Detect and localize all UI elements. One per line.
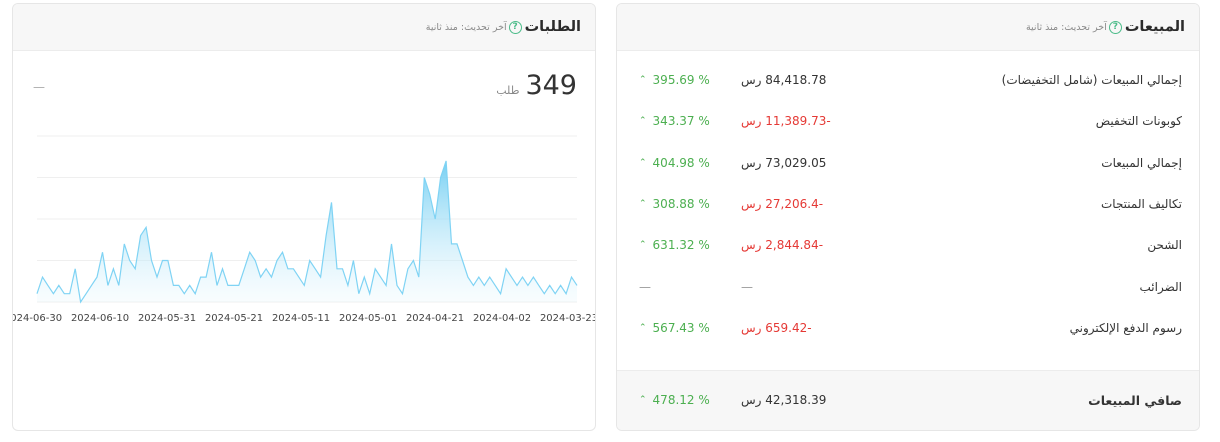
x-tick-label: 2024-06-10 — [71, 313, 129, 324]
sales-row-value: 84,418.78 رس — [741, 73, 827, 87]
orders-total: 349 طلب — [496, 70, 577, 101]
sales-row: إجمالي المبيعات 73,029.05 رس ⌃ 404.98 % — [617, 144, 1199, 185]
sales-row-label: الضرائب — [1139, 279, 1182, 294]
x-tick-label: 2024-05-01 — [339, 313, 397, 324]
net-sales-percent-text: 478.12 % — [652, 393, 710, 407]
x-tick-label: 2024-05-11 — [272, 313, 330, 324]
net-sales-label: صافي المبيعات — [1088, 393, 1182, 408]
chevron-up-icon: ⌃ — [639, 75, 647, 85]
sales-row-percent-text: — — [639, 279, 651, 294]
sales-header: المبيعات ? آخر تحديث: منذ ثانية — [617, 4, 1199, 51]
sales-row-percent-text: 567.43 % — [652, 320, 710, 335]
x-tick-label: 2024-06-30 — [13, 313, 62, 324]
x-tick-label: 2024-05-21 — [205, 313, 263, 324]
sales-row: الضرائب — — — [617, 268, 1199, 309]
chart-area-layer — [36, 160, 578, 304]
orders-card: الطلبات ? آخر تحديث: منذ ثانية 349 طلب —… — [12, 3, 596, 431]
sales-row-value: -659.42 رس — [741, 320, 812, 335]
sales-row-label: إجمالي المبيعات (شامل التخفيضات) — [1001, 73, 1182, 87]
sales-row-percent: ⌃ 343.37 % — [639, 114, 729, 128]
orders-area-chart: 2024-06-30 2024-06-10 2024-05-31 2024-05-21… — [13, 135, 596, 324]
sales-row-percent-text: 631.32 % — [652, 238, 710, 253]
chevron-up-icon: ⌃ — [639, 116, 647, 127]
sales-row-value: -2,844.84 رس — [741, 238, 824, 253]
chevron-up-icon: ⌃ — [639, 198, 647, 209]
sales-row-percent-text: 404.98 % — [652, 155, 710, 170]
orders-total-number: 349 — [525, 70, 577, 101]
sales-row-percent: ⌃ 308.88 % — [639, 197, 729, 211]
chevron-up-icon: ⌃ — [639, 157, 647, 168]
x-tick-label: 2024-03-23 — [540, 313, 596, 324]
sales-last-update: آخر تحديث: منذ ثانية — [1025, 21, 1107, 33]
sales-row-percent-text: 308.88 % — [652, 196, 710, 211]
sales-row-label: رسوم الدفع الإلكتروني — [1069, 320, 1182, 335]
orders-area-fill — [37, 160, 577, 302]
sales-row-label: الشحن — [1147, 238, 1182, 253]
x-tick-label: 2024-04-02 — [473, 313, 531, 324]
net-sales-percent: ⌃ 478.12 % — [639, 393, 729, 407]
chart-x-ticks: 2024-06-30 2024-06-10 2024-05-31 2024-05-21… — [13, 313, 596, 324]
chevron-up-icon: ⌃ — [639, 322, 647, 333]
sales-row-percent: ⌃ 631.32 % — [639, 238, 729, 252]
sales-row-label: كوبونات التخفيض — [1095, 114, 1182, 129]
sales-row-value: -11,389.73 رس — [741, 114, 831, 129]
sales-row-percent: — — [639, 280, 729, 294]
x-tick-label: 2024-04-21 — [406, 313, 464, 324]
sales-row: رسوم الدفع الإلكتروني -659.42 رس ⌃ 567.43 % — [617, 309, 1199, 350]
orders-series-line — [36, 160, 578, 304]
help-icon[interactable]: ? — [1108, 20, 1122, 34]
sales-row-value: — — [741, 279, 753, 294]
sales-row-value: -27,206.4 رس — [741, 196, 824, 211]
sales-card: المبيعات ? آخر تحديث: منذ ثانية إجمالي ا… — [616, 3, 1200, 431]
sales-row-value: 73,029.05 رس — [741, 155, 827, 170]
sales-row: الشحن -2,844.84 رس ⌃ 631.32 % — [617, 226, 1199, 267]
sales-row-percent: ⌃ 395.69 % — [639, 73, 729, 87]
sales-row-percent: ⌃ 567.43 % — [639, 321, 729, 335]
sales-row-label: تكاليف المنتجات — [1100, 196, 1182, 211]
net-sales-value: 42,318.39 رس — [741, 393, 827, 407]
sales-row-percent-text: 343.37 % — [652, 114, 710, 129]
chevron-up-icon: ⌃ — [639, 240, 647, 251]
net-sales-row: صافي المبيعات 42,318.39 رس ⌃ 478.12 % — [617, 370, 1199, 430]
orders-dash: — — [33, 80, 45, 94]
sales-row: إجمالي المبيعات (شامل التخفيضات) 84,418.7… — [617, 61, 1199, 102]
sales-row: كوبونات التخفيض -11,389.73 رس ⌃ 343.37 % — [617, 102, 1199, 143]
orders-title: الطلبات — [524, 19, 581, 35]
sales-row-percent-text: 395.69 % — [652, 73, 710, 87]
sales-title: المبيعات — [1124, 19, 1185, 35]
orders-total-unit: طلب — [496, 84, 520, 97]
sales-row-percent: ⌃ 404.98 % — [639, 156, 729, 170]
chevron-up-icon: ⌃ — [639, 395, 647, 405]
sales-row-label: إجمالي المبيعات — [1101, 155, 1182, 170]
x-tick-label: 2024-05-31 — [138, 313, 196, 324]
orders-last-update: آخر تحديث: منذ ثانية — [425, 21, 507, 33]
help-icon[interactable]: ? — [508, 20, 522, 34]
orders-header: الطلبات ? آخر تحديث: منذ ثانية — [13, 4, 595, 51]
sales-row: تكاليف المنتجات -27,206.4 رس ⌃ 308.88 % — [617, 185, 1199, 226]
